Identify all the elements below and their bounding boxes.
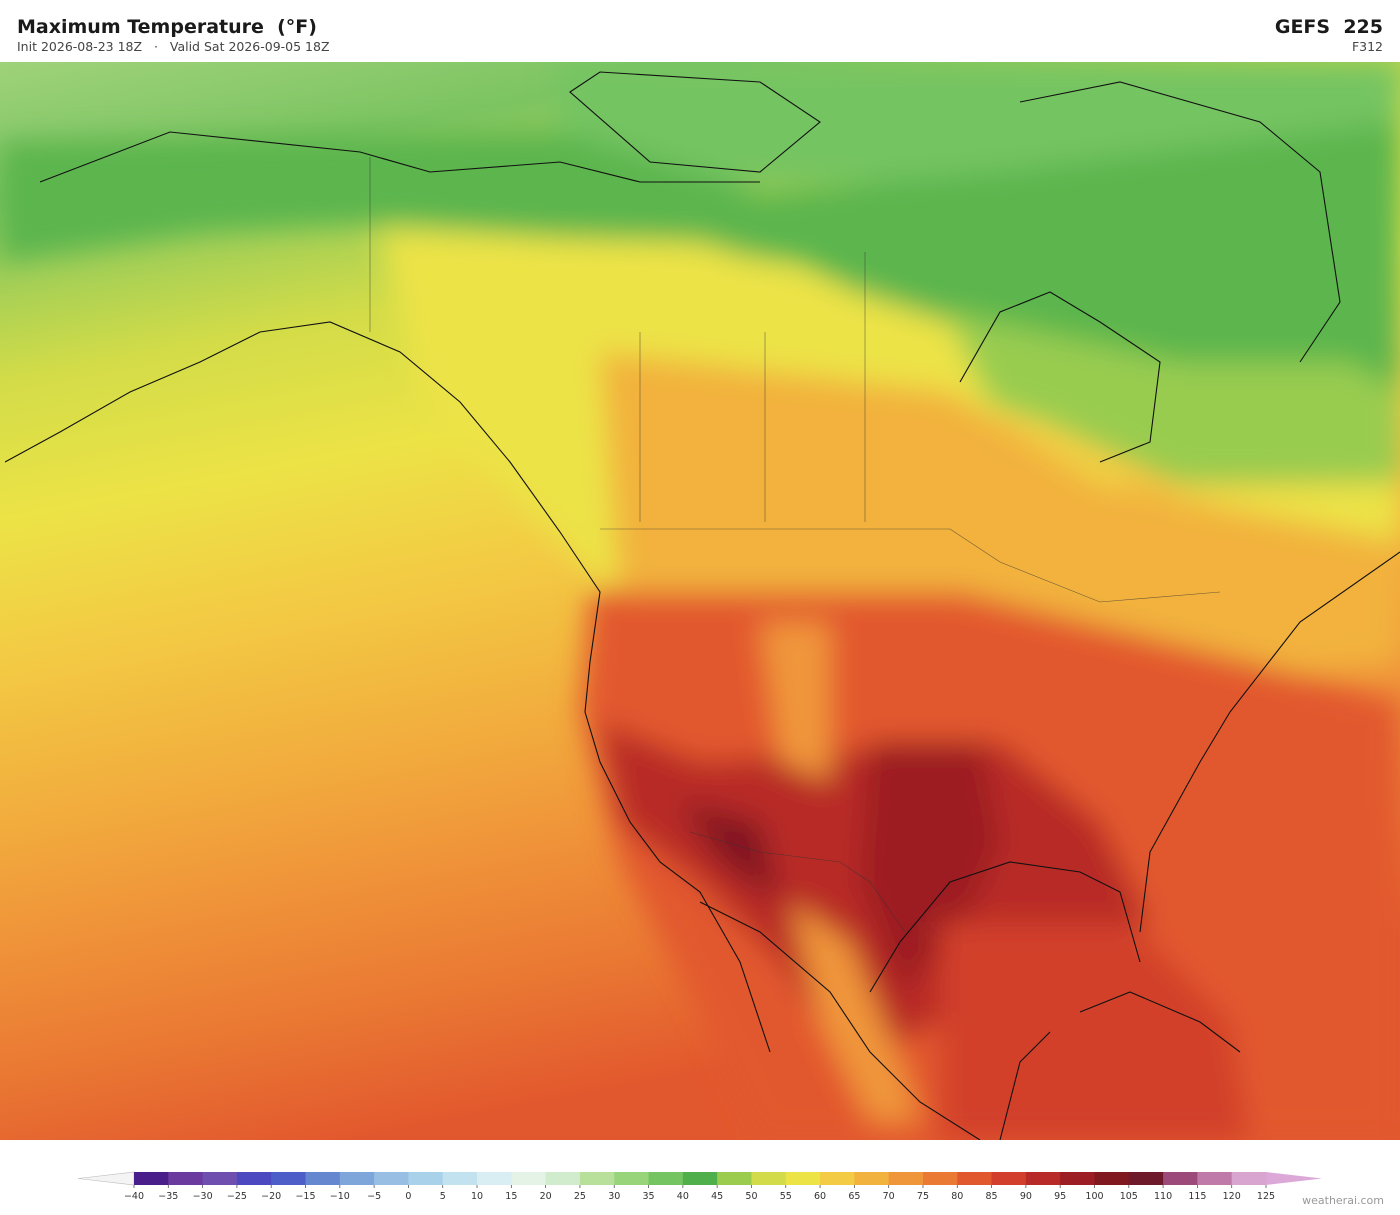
colorbar-segment — [1128, 1172, 1164, 1185]
colorbar-tick-label: −25 — [227, 1191, 247, 1202]
colorbar-tick-label: −40 — [124, 1191, 144, 1202]
colorbar-segment — [236, 1172, 272, 1185]
colorbar-segment — [957, 1172, 993, 1185]
subtitle: Init 2026-08-23 18Z · Valid Sat 2026-09-… — [17, 39, 330, 54]
colorbar-segment — [888, 1172, 924, 1185]
colorbar-tick-label: 50 — [745, 1191, 757, 1202]
colorbar-tick-label: 100 — [1085, 1191, 1103, 1202]
colorbar-tick-label: −10 — [330, 1191, 350, 1202]
colorbar-tick-label: 15 — [505, 1191, 517, 1202]
colorbar-segment — [1060, 1172, 1095, 1185]
colorbar-tick-label: 95 — [1054, 1191, 1066, 1202]
colorbar-tick-label: 20 — [540, 1191, 552, 1202]
colorbar-tick-label: 115 — [1188, 1191, 1206, 1202]
colorbar-segment — [271, 1172, 307, 1185]
separator: · — [153, 39, 158, 54]
colorbar-tick-label: 80 — [951, 1191, 963, 1202]
colorbar-segment — [134, 1172, 169, 1185]
colorbar-segment — [1163, 1172, 1198, 1185]
colorbar-segment — [820, 1172, 855, 1185]
colorbar-tick-label: −30 — [193, 1191, 213, 1202]
colorbar-tick-label: 65 — [848, 1191, 860, 1202]
colorbar-segment — [614, 1172, 650, 1185]
colorbar-segment — [922, 1172, 958, 1185]
colorbar-tick-label: 30 — [608, 1191, 620, 1202]
colorbar-tick-label: 5 — [440, 1191, 446, 1202]
colorbar-tick-label: 55 — [780, 1191, 792, 1202]
colorbar-tick-label: 35 — [642, 1191, 654, 1202]
colorbar-segment — [854, 1172, 890, 1185]
colorbar: −40 −35 −30 −25 −20 −15 −10 −5 0 5 10 15 20 25 30 35 40 4… — [77, 1171, 1322, 1202]
colorbar-segment — [442, 1172, 478, 1185]
title: Maximum Temperature (°F) — [17, 16, 317, 38]
colorbar-tick-label: −20 — [261, 1191, 281, 1202]
colorbar-segment — [477, 1172, 512, 1185]
colorbar-segment — [408, 1172, 444, 1185]
colorbar-segment — [1231, 1172, 1267, 1185]
coastlines — [4, 71, 1400, 1140]
init-time: Init 2026-08-23 18Z — [17, 39, 143, 54]
colorbar-tick-label: 110 — [1154, 1191, 1172, 1202]
map — [0, 62, 1400, 1140]
colorbar-segment — [339, 1172, 375, 1185]
colorbar-segment — [511, 1172, 547, 1185]
colorbar-segment — [785, 1172, 821, 1185]
colorbar-tick-label: 70 — [883, 1191, 895, 1202]
colorbar-segment — [305, 1172, 341, 1185]
colorbar-segment — [579, 1172, 615, 1185]
colorbar-tick-label: 90 — [1020, 1191, 1032, 1202]
watermark: weatherai.com — [1302, 1194, 1384, 1207]
model-name: GEFS 225 — [1274, 16, 1383, 38]
colorbar-segment — [682, 1172, 718, 1185]
valid-time: Valid Sat 2026-09-05 18Z — [169, 39, 330, 54]
colorbar-segment — [545, 1172, 581, 1185]
borders — [369, 157, 1221, 933]
colorbar-segment — [1025, 1172, 1061, 1185]
temperature-field — [0, 62, 1400, 1140]
colorbar-tick-label: 105 — [1120, 1191, 1138, 1202]
colorbar-tick-label: 75 — [917, 1191, 929, 1202]
colorbar-under — [77, 1171, 135, 1186]
colorbar-segment — [1197, 1172, 1233, 1185]
colorbar-over — [1266, 1172, 1322, 1185]
colorbar-segment — [648, 1172, 684, 1185]
colorbar-tick-label: 60 — [814, 1191, 826, 1202]
colorbar-tick-label: −35 — [158, 1191, 178, 1202]
colorbar-segment — [374, 1172, 409, 1185]
colorbar-tick-label: 45 — [711, 1191, 723, 1202]
colorbar-tick-label: 25 — [574, 1191, 586, 1202]
colorbar-tick-label: 10 — [471, 1191, 483, 1202]
colorbar-segment — [717, 1172, 752, 1185]
colorbar-tick-label: 125 — [1257, 1191, 1275, 1202]
colorbar-segment — [751, 1172, 787, 1185]
colorbar-tick-label: −15 — [295, 1191, 315, 1202]
colorbar-tick-label: 120 — [1223, 1191, 1241, 1202]
colorbar-segment — [168, 1172, 204, 1185]
colorbar-tick-label: −5 — [367, 1191, 381, 1202]
colorbar-tick-label: 0 — [405, 1191, 411, 1202]
colorbar-segment — [991, 1172, 1027, 1185]
colorbar-segment — [1094, 1172, 1130, 1185]
forecast-hour: F312 — [1351, 39, 1383, 54]
colorbar-tick-label: 85 — [986, 1191, 998, 1202]
colorbar-segment — [202, 1172, 238, 1185]
colorbar-tick-label: 40 — [677, 1191, 689, 1202]
